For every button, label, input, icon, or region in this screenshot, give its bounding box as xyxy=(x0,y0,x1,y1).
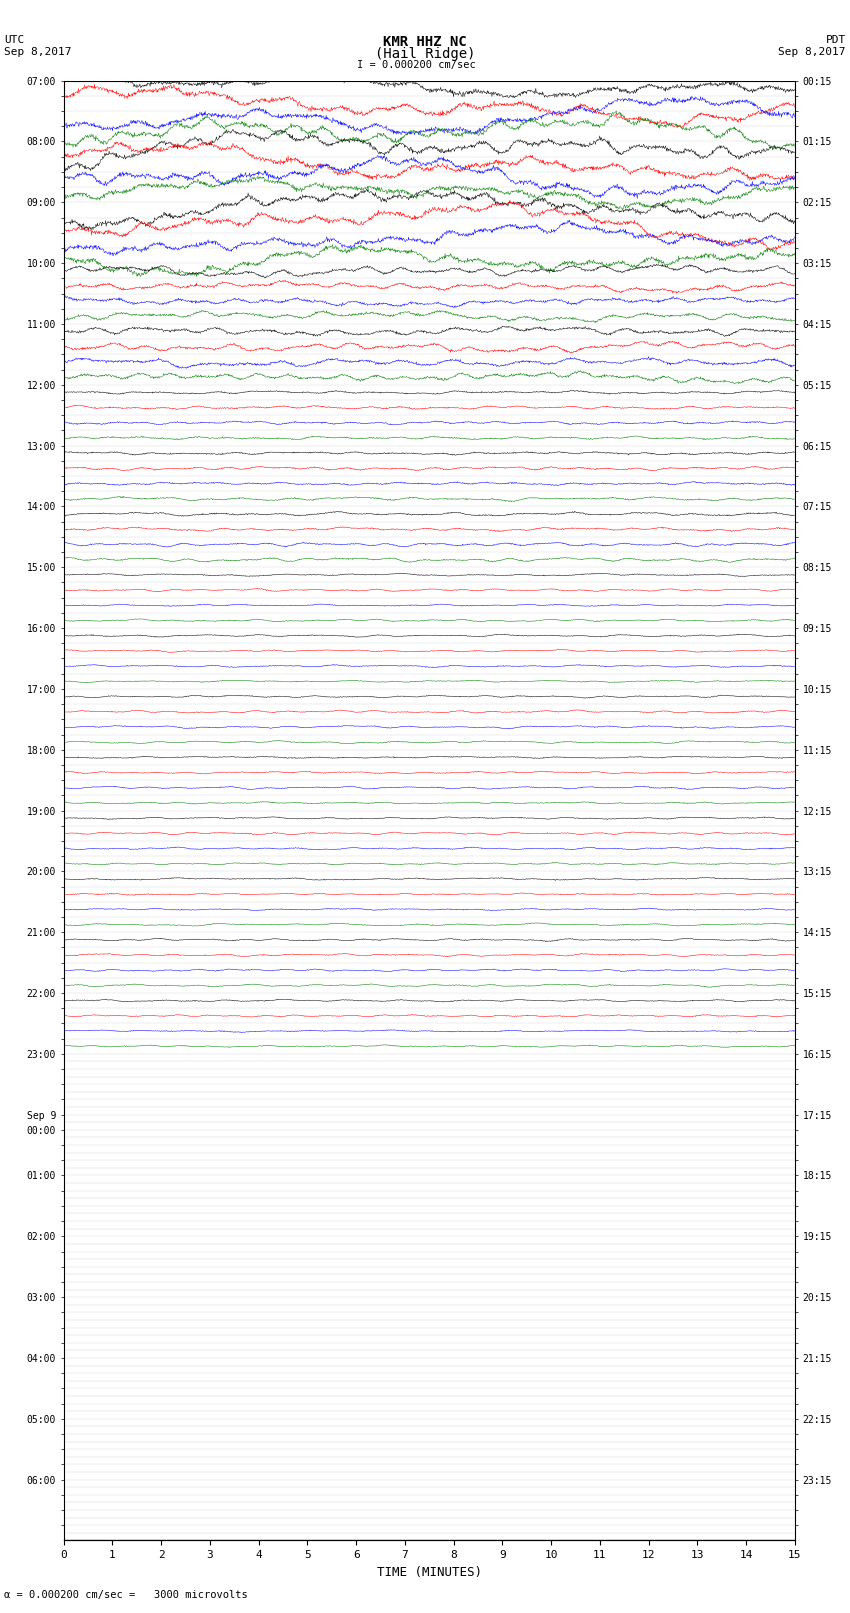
Text: I = 0.000200 cm/sec: I = 0.000200 cm/sec xyxy=(357,60,476,69)
Text: PDT: PDT xyxy=(825,35,846,45)
Text: KMR HHZ NC: KMR HHZ NC xyxy=(383,35,467,50)
Text: Sep 8,2017: Sep 8,2017 xyxy=(779,47,846,56)
Text: α = 0.000200 cm/sec =   3000 microvolts: α = 0.000200 cm/sec = 3000 microvolts xyxy=(4,1590,248,1600)
X-axis label: TIME (MINUTES): TIME (MINUTES) xyxy=(377,1566,482,1579)
Text: (Hail Ridge): (Hail Ridge) xyxy=(375,47,475,61)
Text: Sep 8,2017: Sep 8,2017 xyxy=(4,47,71,56)
Text: UTC: UTC xyxy=(4,35,25,45)
